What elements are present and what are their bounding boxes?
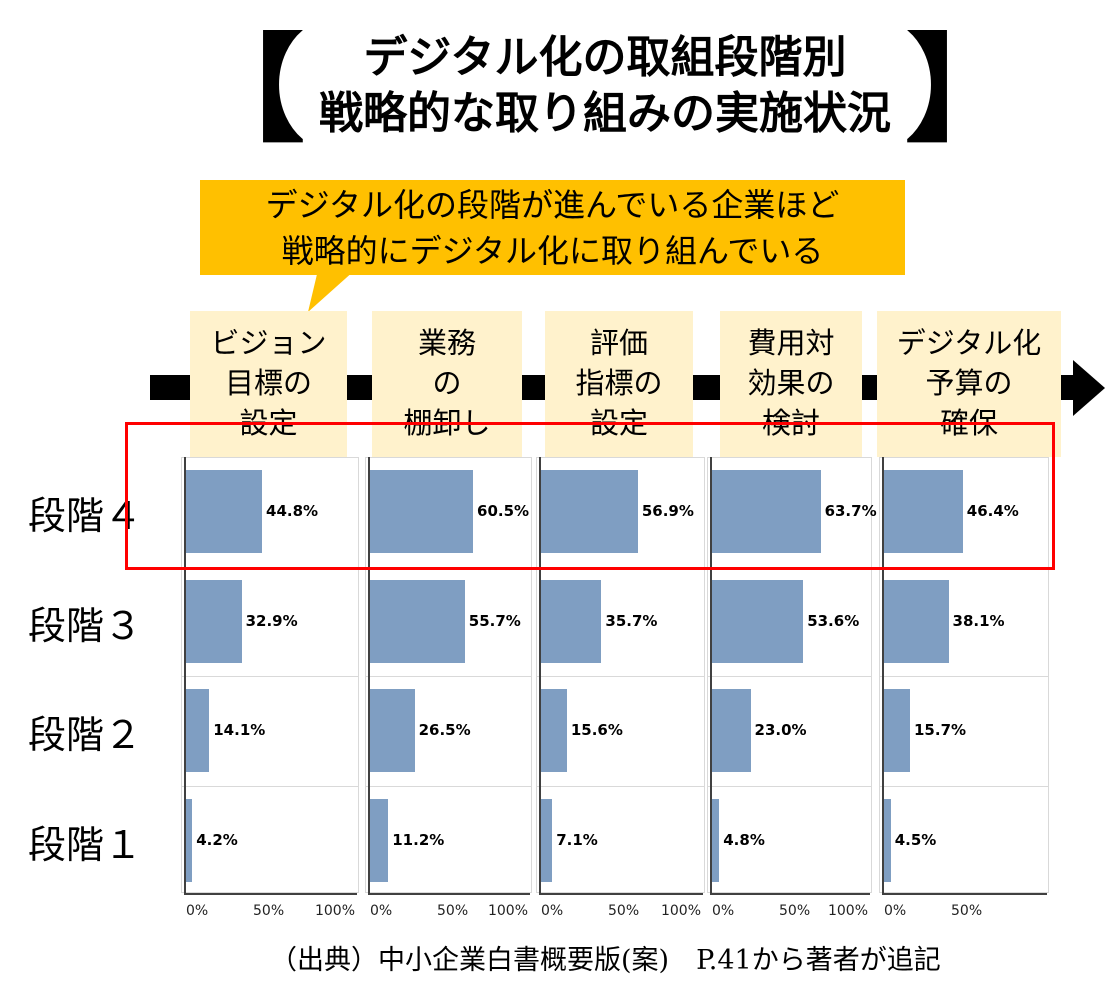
bar: [185, 470, 263, 553]
row-divider: [879, 676, 1049, 677]
title-bracket-right: 】: [905, 30, 1025, 150]
row-divider: [181, 676, 359, 677]
bar: [540, 799, 553, 882]
x-tick-label: 100%: [314, 903, 355, 919]
bar: [540, 689, 567, 772]
value-label: 44.8%: [266, 502, 319, 520]
title-line-1: デジタル化の取組段階別: [363, 32, 847, 83]
y-axis-line: [539, 457, 541, 893]
x-axis-line: [184, 893, 357, 895]
row-divider: [365, 676, 532, 677]
value-label: 15.7%: [914, 721, 967, 739]
value-label: 14.1%: [213, 721, 266, 739]
x-tick-label: 0%: [712, 903, 735, 919]
bar: [883, 689, 910, 772]
x-tick-label: 0%: [370, 903, 393, 919]
x-tick-label: 0%: [541, 903, 564, 919]
callout-line-1: デジタル化の段階が進んでいる企業ほど: [265, 186, 840, 224]
series-header: デジタル化 予算の 確保: [877, 311, 1061, 457]
y-axis-line: [184, 457, 186, 893]
bar: [369, 470, 474, 553]
row-divider: [879, 786, 1049, 787]
stage4-highlight-box: [125, 422, 1055, 570]
value-label: 32.9%: [245, 612, 298, 630]
row-divider: [365, 786, 532, 787]
y-axis-line: [710, 457, 712, 893]
bar: [711, 470, 821, 553]
row-divider: [536, 676, 705, 677]
x-axis-line: [710, 893, 870, 895]
row-divider: [707, 786, 872, 787]
x-tick-label: 100%: [660, 903, 701, 919]
bar: [369, 799, 389, 882]
x-axis-line: [882, 893, 1047, 895]
x-axis-line: [368, 893, 530, 895]
source-note: （出典）中小企業白書概要版(案) P.41から著者が追記: [270, 945, 941, 976]
title-bracket-left: 【: [185, 30, 305, 150]
value-label: 38.1%: [952, 612, 1005, 630]
bar: [883, 470, 963, 553]
value-label: 4.5%: [894, 831, 937, 849]
y-axis-line: [882, 457, 884, 893]
value-label: 11.2%: [392, 831, 445, 849]
bar: [185, 689, 210, 772]
bar: [883, 580, 949, 663]
callout-line-2: 戦略的にデジタル化に取り組んでいる: [281, 232, 824, 270]
x-tick-label: 50%: [608, 903, 640, 919]
bar: [185, 580, 242, 663]
row-label-stage: 段階２: [28, 713, 143, 757]
value-label: 23.0%: [754, 721, 807, 739]
x-tick-label: 100%: [827, 903, 868, 919]
callout-box: デジタル化の段階が進んでいる企業ほど 戦略的にデジタル化に取り組んでいる: [200, 180, 905, 275]
series-header: 費用対 効果の 検討: [720, 311, 862, 457]
row-label-stage: 段階１: [28, 823, 143, 867]
x-tick-label: 50%: [779, 903, 811, 919]
x-tick-label: 50%: [437, 903, 469, 919]
x-tick-label: 0%: [186, 903, 209, 919]
series-header: ビジョン 目標の 設定: [190, 311, 347, 457]
value-label: 7.1%: [556, 831, 598, 849]
value-label: 35.7%: [605, 612, 658, 630]
y-axis-line: [368, 457, 370, 893]
bar: [369, 580, 465, 663]
series-header: 評価 指標の 設定: [545, 311, 693, 457]
bar: [369, 689, 415, 772]
x-tick-label: 50%: [951, 903, 983, 919]
value-label: 26.5%: [418, 721, 471, 739]
row-label-stage: 段階３: [28, 604, 143, 648]
bar: [185, 799, 193, 882]
value-label: 4.2%: [196, 831, 238, 849]
value-label: 60.5%: [477, 502, 530, 520]
x-tick-label: 0%: [884, 903, 907, 919]
row-divider: [707, 676, 872, 677]
value-label: 56.9%: [641, 502, 694, 520]
value-label: 15.6%: [570, 721, 623, 739]
row-divider: [181, 786, 359, 787]
value-label: 63.7%: [824, 502, 877, 520]
chart-title: デジタル化の取組段階別 戦略的な取り組みの実施状況: [310, 30, 900, 142]
row-divider: [536, 786, 705, 787]
row-label-stage: 段階４: [28, 494, 143, 538]
value-label: 53.6%: [807, 612, 860, 630]
callout-tail: [308, 270, 355, 312]
x-tick-label: 50%: [253, 903, 285, 919]
bar: [540, 470, 638, 553]
x-tick-label: 100%: [487, 903, 528, 919]
arrow-head-icon: [1073, 360, 1105, 416]
bar: [711, 799, 720, 882]
bar: [540, 580, 602, 663]
value-label: 55.7%: [468, 612, 521, 630]
value-label: 4.8%: [723, 831, 765, 849]
bar: [711, 580, 804, 663]
title-line-2: 戦略的な取り組みの実施状況: [319, 88, 891, 139]
bar: [711, 689, 751, 772]
bar: [883, 799, 891, 882]
x-axis-line: [539, 893, 703, 895]
value-label: 46.4%: [966, 502, 1019, 520]
